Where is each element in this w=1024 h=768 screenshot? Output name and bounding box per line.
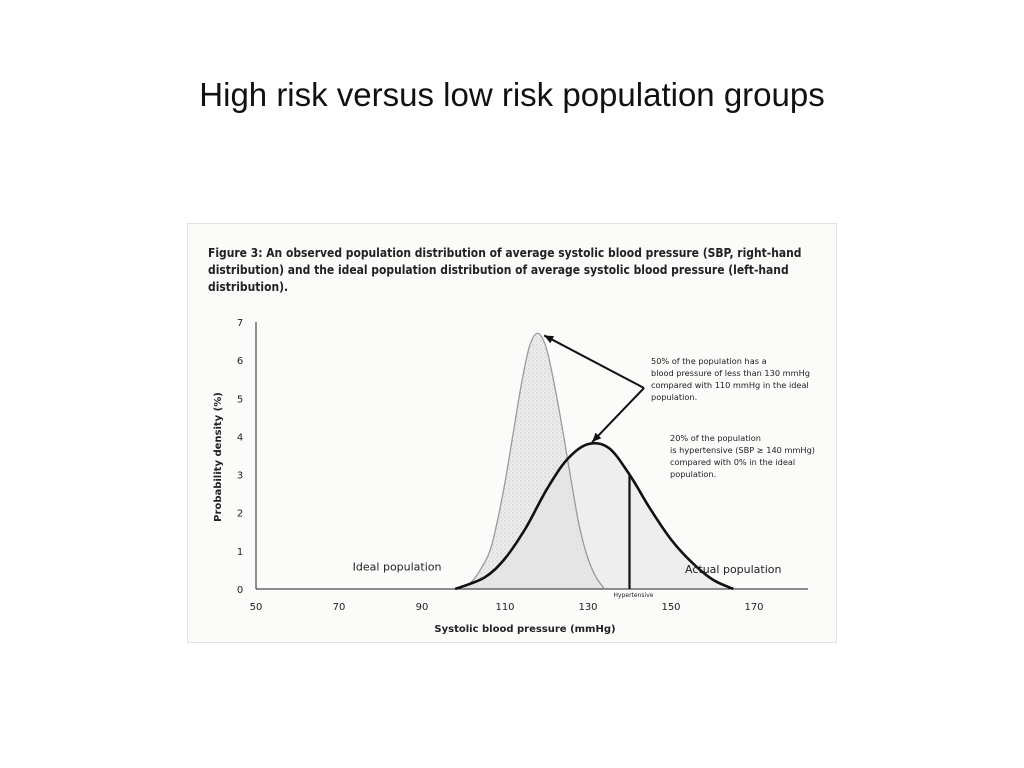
actual-population-label: Actual population	[685, 563, 782, 576]
x-tick-label: 110	[495, 602, 514, 613]
x-tick-label: 130	[578, 602, 597, 613]
annotation-hypertensive-line: population.	[670, 469, 716, 479]
curve-layer: Ideal population Actual population	[353, 332, 782, 591]
threshold-layer: Hypertensive	[614, 474, 654, 599]
actual-population-area	[455, 443, 734, 589]
ideal-population-curve	[454, 332, 606, 590]
annotation-median-line: population.	[651, 392, 697, 402]
distribution-chart: 0 1 2 3 4 5 6 7 50 70 90 110 130 150 170 Ideal popula…	[213, 318, 815, 635]
y-tick-label: 0	[237, 585, 243, 596]
shaded-area-layer	[455, 333, 734, 589]
ideal-population-label: Ideal population	[353, 561, 442, 574]
y-tick-labels: 0 1 2 3 4 5 6 7	[237, 318, 243, 596]
annotation-hypertensive-line: compared with 0% in the ideal	[670, 457, 795, 467]
x-tick-label: 150	[661, 602, 680, 613]
y-tick-label: 6	[237, 356, 243, 367]
y-tick-label: 2	[237, 509, 243, 520]
y-tick-label: 4	[237, 432, 243, 443]
figure-panel: Figure 3: An observed population distrib…	[187, 223, 837, 643]
y-tick-label: 1	[237, 547, 243, 558]
x-tick-label: 50	[250, 602, 263, 613]
arrow-to-actual-peak-head	[592, 432, 602, 443]
arrow-to-ideal-peak-head	[544, 335, 554, 344]
arrow-to-ideal-peak	[543, 334, 645, 389]
x-tick-label: 70	[333, 602, 346, 613]
y-axis-title: Probability density (%)	[213, 392, 224, 522]
annotation-median-line: compared with 110 mmHg in the ideal	[651, 380, 809, 390]
x-tick-labels: 50 70 90 110 130 150 170	[250, 602, 764, 613]
annotation-hypertensive-line: is hypertensive (SBP ≥ 140 mmHg)	[670, 445, 815, 455]
figure-caption: Figure 3: An observed population distrib…	[208, 245, 802, 294]
actual-population-curve	[454, 441, 734, 591]
y-tick-label: 3	[237, 471, 243, 482]
axes-layer	[255, 322, 808, 590]
x-tick-label: 170	[744, 602, 763, 613]
x-tick-label: 90	[416, 602, 429, 613]
y-tick-label: 5	[237, 394, 243, 405]
y-tick-label: 7	[237, 318, 243, 329]
annotation-median-line: 50% of the population has a	[651, 356, 767, 366]
annotation-median-line: blood pressure of less than 130 mmHg	[651, 368, 810, 378]
slide-title: High risk versus low risk population gro…	[199, 76, 825, 113]
annotation-hypertensive-line: 20% of the population	[670, 433, 761, 443]
arrow-to-actual-peak	[591, 387, 645, 443]
annotation-layer: 50% of the population has a blood pressur…	[543, 334, 815, 479]
x-axis-title: Systolic blood pressure (mmHg)	[434, 624, 615, 635]
hypertensive-label: Hypertensive	[614, 592, 654, 599]
